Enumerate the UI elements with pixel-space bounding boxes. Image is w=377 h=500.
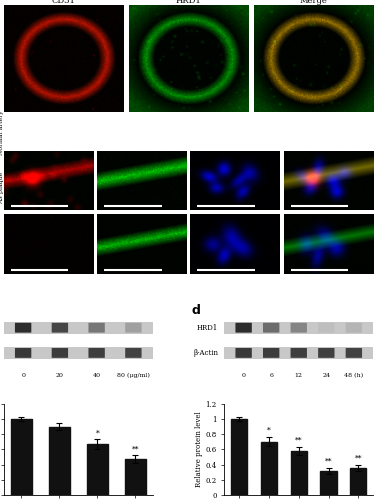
Bar — [224, 322, 373, 334]
FancyBboxPatch shape — [89, 348, 105, 358]
Text: 0: 0 — [21, 372, 25, 378]
Bar — [350, 468, 366, 495]
Text: **: ** — [295, 437, 302, 445]
Bar — [320, 472, 337, 495]
Text: **: ** — [132, 445, 139, 453]
Bar — [11, 419, 32, 495]
FancyBboxPatch shape — [263, 323, 279, 332]
Text: **: ** — [325, 458, 332, 466]
Bar — [291, 451, 307, 495]
Title: HRD1: HRD1 — [37, 142, 60, 150]
Bar — [87, 444, 108, 495]
Text: β-Actin: β-Actin — [193, 349, 218, 357]
Text: AS plaque: AS plaque — [0, 172, 5, 203]
Text: HRD1: HRD1 — [197, 324, 218, 332]
Title: Merge: Merge — [300, 0, 328, 5]
Text: 6: 6 — [269, 372, 273, 378]
Bar — [231, 419, 247, 495]
Bar — [4, 322, 153, 334]
FancyBboxPatch shape — [15, 348, 31, 358]
Text: 48 (h): 48 (h) — [344, 372, 363, 378]
Text: *: * — [95, 429, 99, 437]
Title: CD31: CD31 — [131, 142, 153, 150]
FancyBboxPatch shape — [346, 323, 362, 332]
FancyBboxPatch shape — [125, 323, 142, 332]
FancyBboxPatch shape — [89, 323, 105, 332]
Title: CD31: CD31 — [51, 0, 75, 5]
FancyBboxPatch shape — [235, 348, 252, 358]
FancyBboxPatch shape — [346, 348, 362, 358]
Text: 12: 12 — [295, 372, 303, 378]
Text: **: ** — [354, 455, 362, 463]
Text: 0: 0 — [242, 372, 246, 378]
Text: 20: 20 — [56, 372, 64, 378]
FancyBboxPatch shape — [318, 348, 334, 358]
Text: 80 (μg/ml): 80 (μg/ml) — [117, 372, 150, 378]
Bar — [49, 426, 70, 495]
Text: *: * — [267, 427, 271, 435]
Y-axis label: Relative protein level: Relative protein level — [195, 412, 202, 487]
FancyBboxPatch shape — [52, 348, 68, 358]
FancyBboxPatch shape — [291, 323, 307, 332]
FancyBboxPatch shape — [291, 348, 307, 358]
FancyBboxPatch shape — [235, 323, 252, 332]
Title: HRD1: HRD1 — [176, 0, 201, 5]
Bar — [224, 347, 373, 359]
Text: 24: 24 — [322, 372, 330, 378]
Text: 40: 40 — [93, 372, 101, 378]
Bar — [125, 459, 146, 495]
FancyBboxPatch shape — [52, 323, 68, 332]
Title: Merge: Merge — [316, 142, 341, 150]
FancyBboxPatch shape — [263, 348, 279, 358]
Text: Normal artery: Normal artery — [0, 110, 5, 155]
Bar — [4, 347, 153, 359]
FancyBboxPatch shape — [15, 323, 31, 332]
Text: d: d — [192, 304, 200, 317]
Bar — [261, 442, 277, 495]
FancyBboxPatch shape — [125, 348, 142, 358]
FancyBboxPatch shape — [318, 323, 334, 332]
Title: DAPI: DAPI — [225, 142, 245, 150]
